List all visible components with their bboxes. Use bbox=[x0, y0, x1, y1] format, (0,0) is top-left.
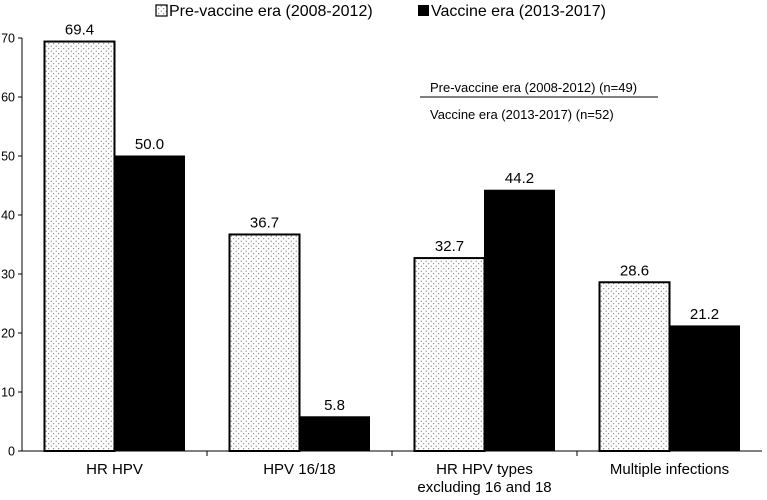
y-tick-label: 40 bbox=[1, 209, 15, 223]
sample-size-annotation: Pre-vaccine era (2008-2012) (n=49) Vacci… bbox=[420, 80, 658, 122]
category-label: excluding 16 and 18 bbox=[417, 479, 551, 496]
y-tick-label: 60 bbox=[1, 91, 15, 105]
y-tick-label: 50 bbox=[1, 150, 15, 164]
bar-pre-vaccine bbox=[228, 233, 301, 452]
y-tick-label: 70 bbox=[1, 32, 15, 46]
bar-vaccine bbox=[484, 189, 555, 452]
y-tick-label: 10 bbox=[1, 386, 15, 400]
y-tick-label: 20 bbox=[1, 327, 15, 341]
value-labels: 69.4 50.0 36.7 5.8 32.7 44.2 28.6 21.2 bbox=[65, 22, 719, 414]
value-label: 36.7 bbox=[250, 214, 279, 231]
category-label: HPV 16/18 bbox=[263, 461, 336, 478]
value-label: 28.6 bbox=[620, 262, 649, 279]
bar-pre-vaccine bbox=[413, 257, 486, 452]
annotation-pre-vaccine: Pre-vaccine era (2008-2012) (n=49) bbox=[430, 80, 637, 95]
legend-swatch-pre-vaccine bbox=[155, 4, 168, 17]
bar-vaccine bbox=[669, 325, 740, 452]
legend-label-pre-vaccine: Pre-vaccine era (2008-2012) bbox=[169, 3, 373, 20]
value-label: 69.4 bbox=[65, 22, 94, 39]
bar-vaccine bbox=[299, 416, 370, 452]
value-label: 50.0 bbox=[135, 136, 164, 153]
value-label: 21.2 bbox=[690, 306, 719, 323]
category-label: HR HPV types bbox=[436, 461, 533, 478]
legend: Pre-vaccine era (2008-2012) Vaccine era … bbox=[155, 3, 606, 20]
legend-label-vaccine: Vaccine era (2013-2017) bbox=[431, 3, 606, 20]
annotation-vaccine: Vaccine era (2013-2017) (n=52) bbox=[430, 107, 614, 122]
value-label: 44.2 bbox=[505, 170, 534, 187]
legend-swatch-vaccine bbox=[418, 5, 429, 16]
y-tick-label: 0 bbox=[8, 445, 15, 459]
value-label: 32.7 bbox=[435, 238, 464, 255]
bar-pre-vaccine bbox=[43, 40, 116, 452]
category-label: Multiple infections bbox=[610, 461, 729, 478]
y-tick-label: 30 bbox=[1, 268, 15, 282]
bar-pre-vaccine bbox=[598, 281, 671, 453]
bars bbox=[43, 40, 740, 453]
category-label: HR HPV bbox=[86, 461, 143, 478]
value-label: 5.8 bbox=[324, 397, 345, 414]
bar-vaccine bbox=[114, 155, 185, 452]
